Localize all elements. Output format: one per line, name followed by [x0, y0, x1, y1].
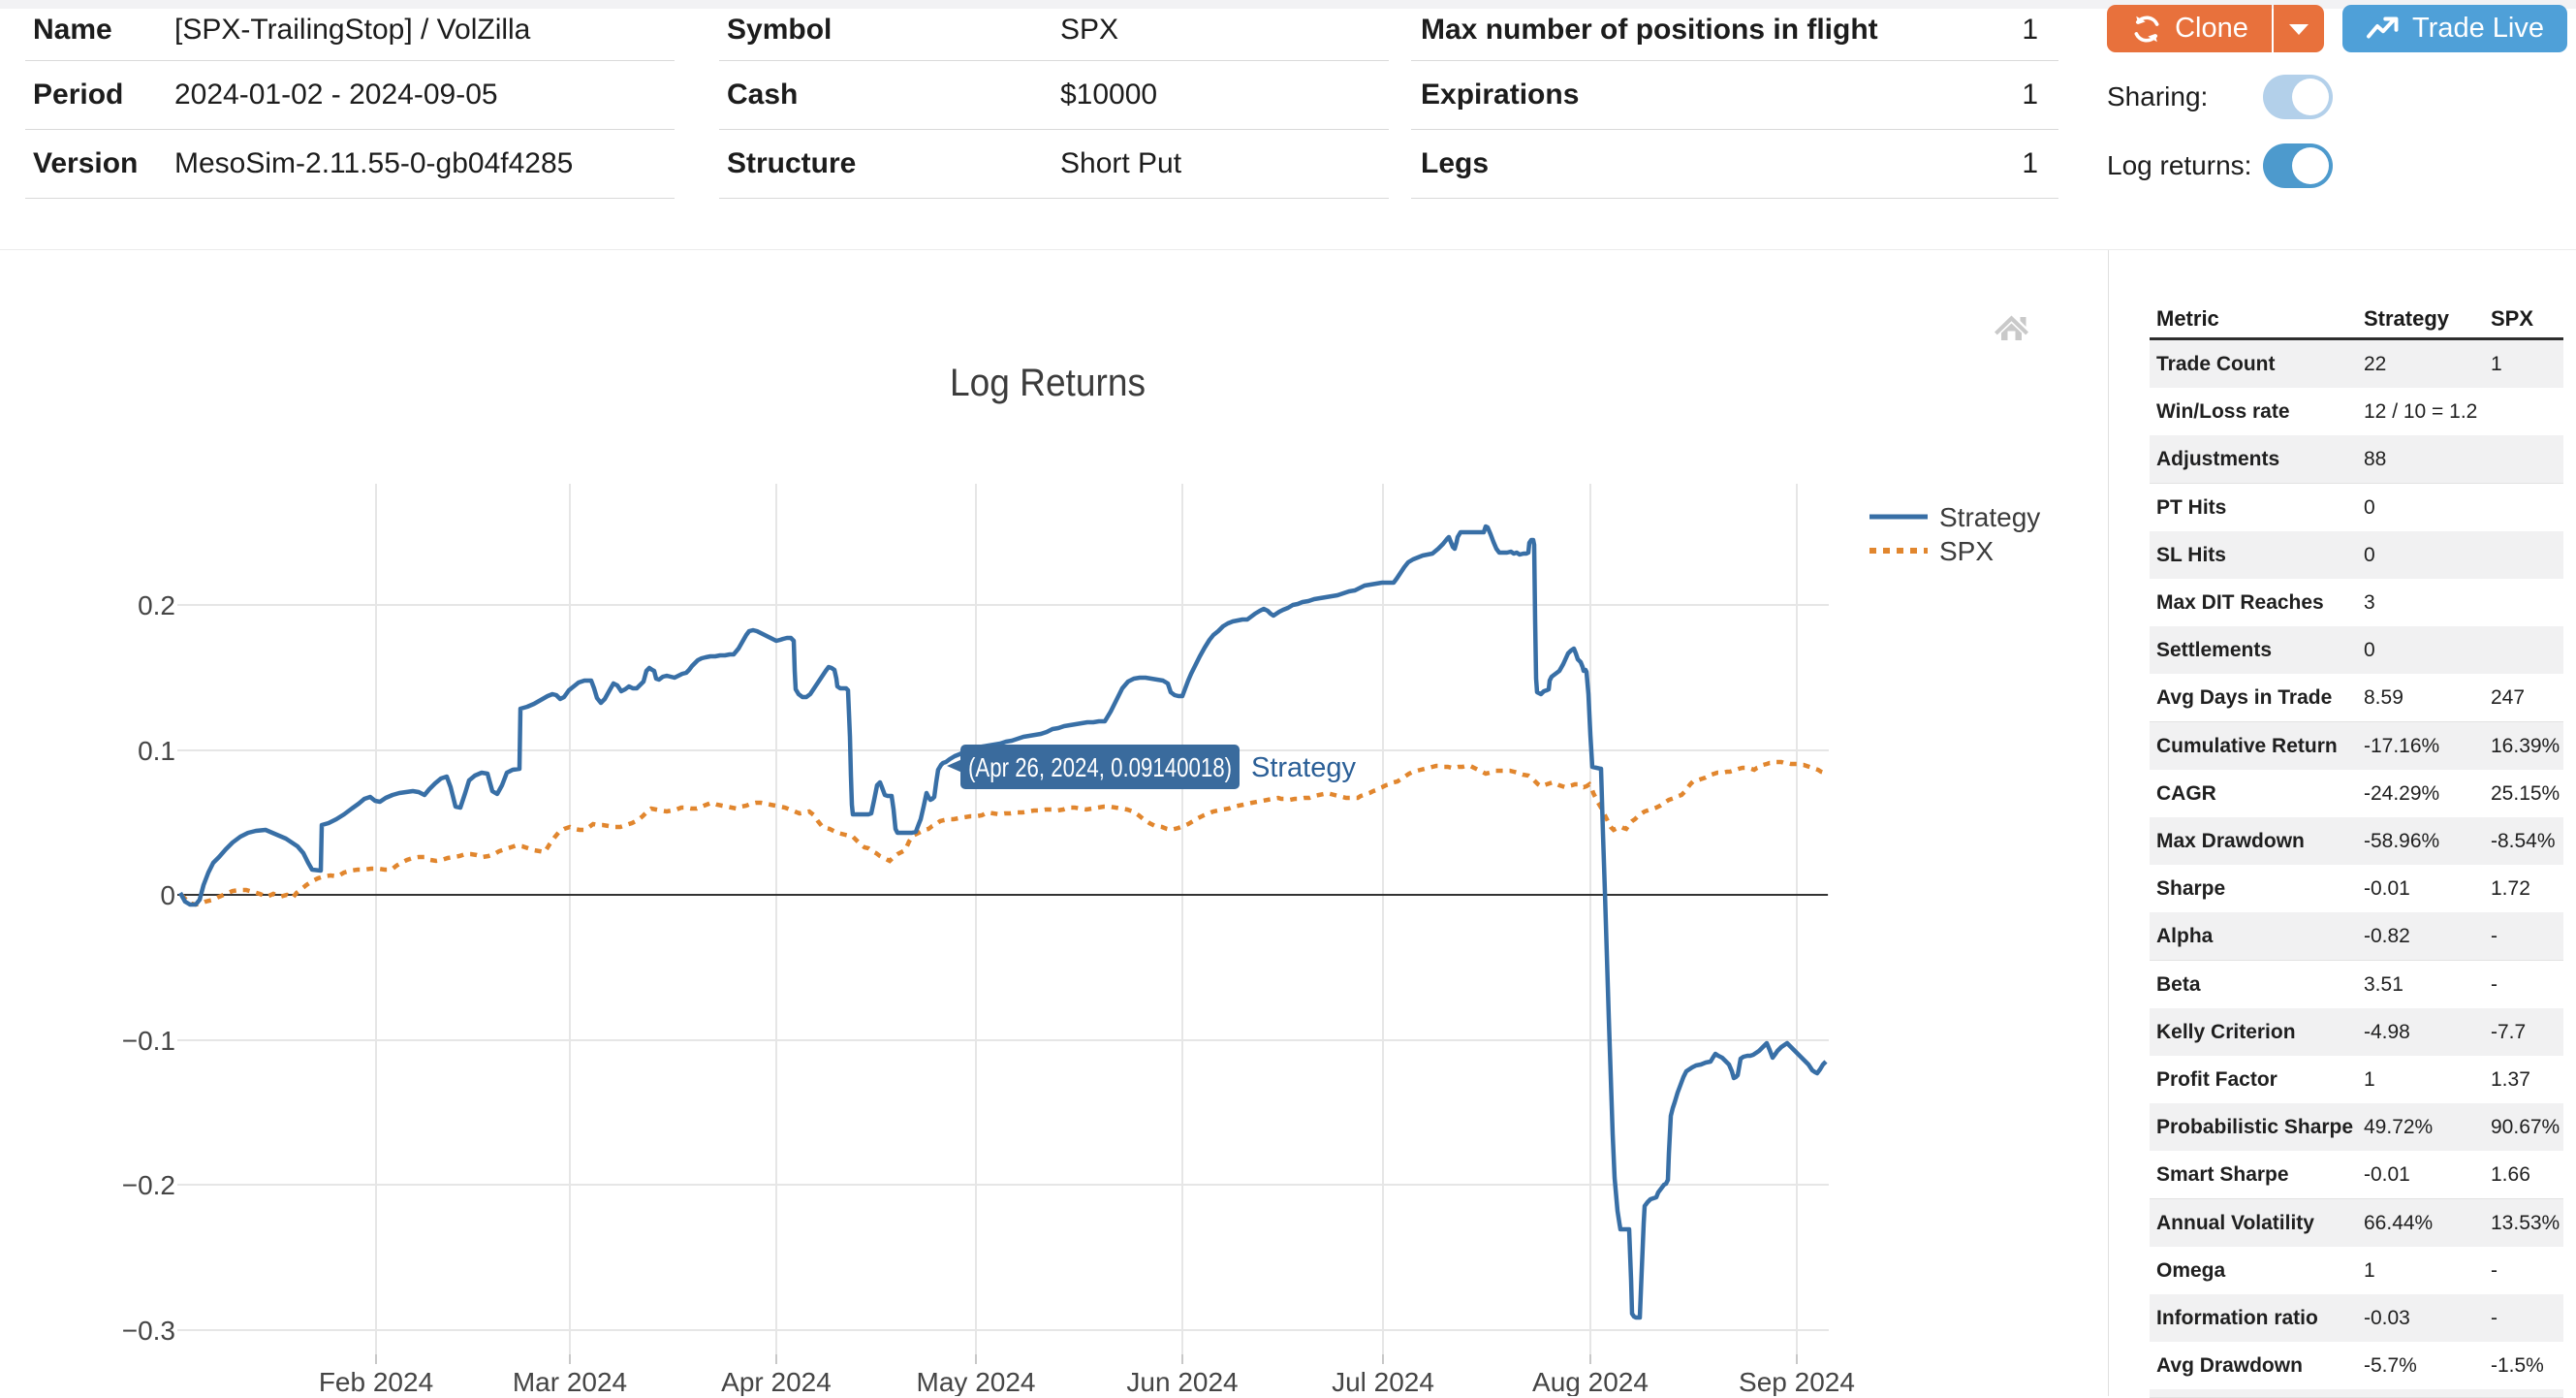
- svg-text:Jun 2024: Jun 2024: [1126, 1367, 1238, 1396]
- svg-text:Mar 2024: Mar 2024: [513, 1367, 627, 1396]
- svg-text:Jul 2024: Jul 2024: [1332, 1367, 1434, 1396]
- svg-text:Strategy: Strategy: [1251, 752, 1356, 783]
- svg-text:May 2024: May 2024: [917, 1367, 1036, 1396]
- svg-text:SPX: SPX: [1939, 536, 1994, 566]
- svg-text:−0.1: −0.1: [122, 1026, 175, 1056]
- svg-text:Feb 2024: Feb 2024: [319, 1367, 433, 1396]
- svg-text:Sep 2024: Sep 2024: [1739, 1367, 1855, 1396]
- svg-text:0.1: 0.1: [138, 736, 175, 766]
- svg-text:0.2: 0.2: [138, 590, 175, 620]
- svg-text:Strategy: Strategy: [1939, 502, 2040, 532]
- svg-text:Apr 2024: Apr 2024: [721, 1367, 832, 1396]
- svg-text:0: 0: [160, 880, 175, 910]
- svg-text:−0.3: −0.3: [122, 1316, 175, 1346]
- svg-text:−0.2: −0.2: [122, 1170, 175, 1200]
- svg-text:Aug 2024: Aug 2024: [1532, 1367, 1649, 1396]
- svg-text:Log Returns: Log Returns: [950, 362, 1146, 404]
- svg-text:(Apr 26, 2024, 0.09140018): (Apr 26, 2024, 0.09140018): [968, 752, 1232, 782]
